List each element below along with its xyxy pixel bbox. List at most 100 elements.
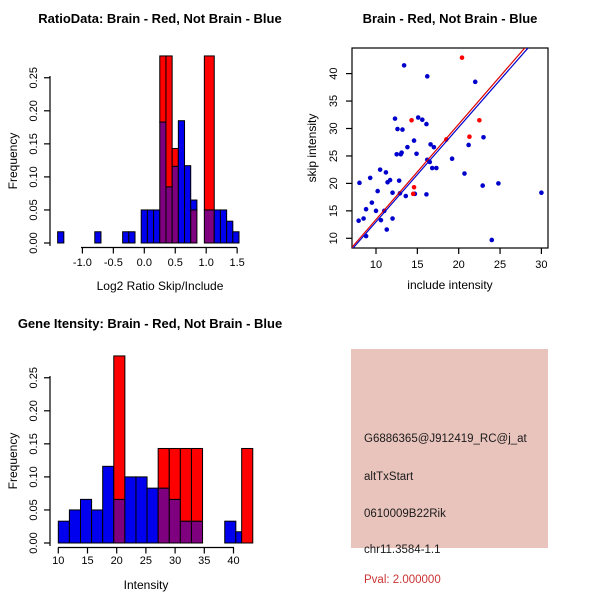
pval-text: Pval: 2.000000 [364,574,441,586]
x-tick-label: 0.5 [168,257,183,269]
histogram-bar-red [179,447,192,522]
histogram-bar-red [241,447,254,544]
x-tick-label: 35 [198,555,210,567]
scatter-point-red [411,184,417,190]
x-tick-label: 20 [111,555,123,567]
histogram-bar-blue [57,520,70,544]
ratio-histogram-title: RatioData: Brain - Red, Not Brain - Blue [38,11,282,26]
histogram-bar-overlap [113,498,126,544]
histogram-bar-blue [122,231,130,244]
scatter-point-blue [400,127,405,132]
x-tick-label: 40 [227,555,239,567]
gene-info-line: chr11.3584-1.1 [364,544,441,556]
histogram-bar-blue [153,209,161,244]
y-axis-label: skip intensity [305,114,319,183]
fit-lines [352,48,529,248]
scatter-point-blue [424,192,429,197]
histogram-bar-blue [124,476,137,544]
panel-intensity-scatter: Brain - Red, Not Brain - Blue 10 15 20 25 30… [300,0,600,300]
x-tick-label: 20 [453,259,465,271]
x-axis-label: Intensity [124,578,169,592]
y-tick-label: 0.05 [28,199,40,220]
x-tick-label: 1.5 [230,257,245,269]
scatter-point-blue [384,227,390,232]
y-axis-label: Frequency [6,133,20,190]
scatter-point-blue [466,142,471,148]
scatter-point-blue [431,144,437,150]
y-tick-label: 30 [328,122,340,134]
gene-info-line: altTxStart [364,471,414,483]
y-axis-label: Frequency [6,433,20,490]
histogram-bar-blue [146,209,155,244]
scatter-point-blue [481,134,486,140]
x-tick-label: 25 [140,555,152,567]
histogram-bar-blue [57,231,65,244]
x-tick-label: 25 [494,259,506,271]
histogram-bar-red [165,55,173,188]
x-tick-label: -0.5 [104,257,123,269]
scatter-point-blue [361,216,366,221]
scatter-point-blue [395,126,400,132]
x-tick-label: 10 [52,555,64,567]
histogram-bar-blue [135,476,148,544]
histogram-bar-red [168,447,181,500]
y-tick-label: 0.20 [28,400,40,421]
histogram-bar-blue [184,165,192,244]
x-tick-label: 15 [411,259,423,271]
x-axis-label: include intensity [407,278,492,292]
histogram-bar-red [190,447,204,522]
scatter-point-red [459,55,465,60]
histogram-bar-blue [140,209,148,244]
histogram-bar-blue [146,487,159,544]
scatter-point-blue [405,144,410,150]
scatter-point-blue [363,206,369,212]
gene-info-box: G6886365@J912419_RC@j_at altTxStart 061000… [351,349,548,586]
scatter-point-blue [390,216,395,221]
histogram-bar-overlap [179,520,192,544]
y-tick-label: 20 [328,177,340,189]
panel-gene-info: G6886365@J912419_RC@j_at altTxStart 061000… [300,300,600,600]
scatter-point-blue [369,200,375,205]
scatter-point-blue [539,190,544,196]
scatter-point-red [477,117,482,123]
scatter-point-blue [424,121,429,127]
histogram-bar-blue [177,120,186,244]
scatter-point-blue [472,79,478,85]
gene-info-line: 0610009B22Rik [364,508,446,520]
scatter-point-blue [480,183,485,188]
scatter-point-red [467,134,472,140]
scatter-point-blue [356,218,361,224]
x-tick-label: 1.0 [199,257,214,269]
scatter-point-blue [462,171,467,176]
scatter-point-blue [385,180,390,185]
y-tick-label: 0.10 [28,466,40,487]
histogram-bar-overlap [190,209,198,244]
scatter-point-blue [397,190,403,196]
y-tick-label: 0.15 [28,433,40,454]
scatter-point-blue [357,180,362,186]
x-axis-label: Log2 Ratio Skip/Include [97,279,224,293]
scatter-point-blue [403,193,409,199]
scatter-point-blue [489,237,495,243]
y-tick-label: 0.25 [28,367,40,388]
scatter-point-blue [390,190,395,196]
scatter-point-blue [420,117,425,123]
scatter-point-blue [449,156,455,161]
scatter-point-blue [378,217,384,223]
y-tick-label: 0.10 [28,166,40,187]
histogram-bar-blue [79,498,93,544]
y-tick-label: 0.05 [28,499,40,520]
x-tick-label: 30 [535,259,547,271]
y-tick-label: 0.00 [28,532,40,553]
regression-line-blue [352,48,529,248]
x-tick-label: -1.0 [73,257,92,269]
histogram-bar-blue [224,520,237,544]
scatter-point-blue [396,178,402,183]
histogram-bar-overlap [168,498,181,544]
scatter-point-blue [424,74,430,79]
regression-line-red [352,48,526,248]
gene-histogram-title: Gene Itensity: Brain - Red, Not Brain - … [17,316,283,331]
histogram-bar-red [113,355,126,500]
histogram-bar-blue [102,465,115,544]
